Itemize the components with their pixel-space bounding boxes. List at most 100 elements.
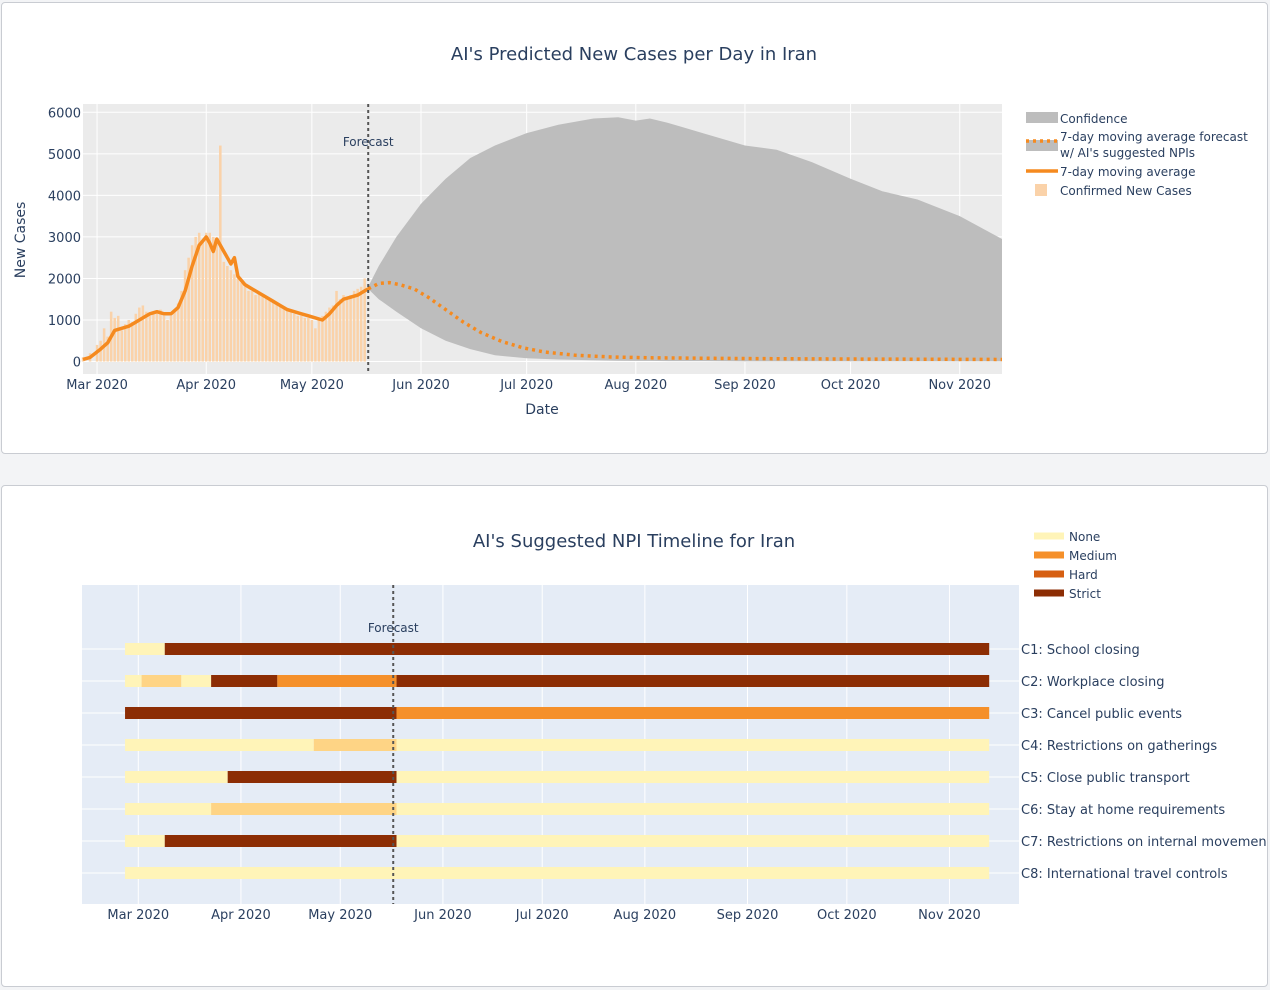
confirmed-cases-bar xyxy=(116,315,120,362)
confirmed-cases-bar xyxy=(197,232,201,362)
confirmed-cases-bar xyxy=(106,336,109,362)
legend-label-forecast-line2: w/ AI's suggested NPIs xyxy=(1060,146,1195,160)
x-tick-label: Nov 2020 xyxy=(928,378,991,393)
npi-segment-strict xyxy=(227,771,397,783)
confirmed-cases-bar xyxy=(342,295,345,362)
confirmed-cases-bar xyxy=(296,315,300,362)
npi-row-label: C6: Stay at home requirements xyxy=(1021,803,1225,818)
y-tick-label: 1000 xyxy=(48,314,81,329)
confirmed-cases-bar xyxy=(176,303,180,362)
confirmed-cases-bar xyxy=(307,317,310,362)
confirmed-cases-bar xyxy=(282,307,285,362)
confirmed-cases-bar xyxy=(324,311,328,362)
confirmed-cases-bar xyxy=(141,305,145,362)
npi-segment-mild xyxy=(211,803,397,815)
confirmed-cases-bar xyxy=(145,311,148,362)
npi-segment-none xyxy=(396,835,990,847)
x-tick-label: Mar 2020 xyxy=(107,908,169,923)
confirmed-cases-bar xyxy=(229,270,233,362)
x-tick-label: Jun 2020 xyxy=(391,378,450,393)
npi-segment-none xyxy=(125,867,990,879)
npi-row-label: C2: Workplace closing xyxy=(1021,675,1164,690)
npi-segment-none xyxy=(125,803,212,815)
confirmed-cases-bar xyxy=(356,288,359,362)
confirmed-cases-bar xyxy=(113,317,116,362)
confirmed-cases-bar xyxy=(289,311,293,362)
legend-label-moving-average: 7-day moving average xyxy=(1060,165,1195,179)
confirmed-cases-bar xyxy=(123,324,127,362)
x-tick-label: Aug 2020 xyxy=(605,378,668,393)
confirmed-cases-bar xyxy=(148,315,152,362)
legend-swatch-confirmed xyxy=(1035,184,1047,196)
confirmed-cases-bar xyxy=(243,286,247,362)
confirmed-cases-bar xyxy=(183,270,187,362)
npi-segment-medium xyxy=(277,675,397,687)
confirmed-cases-bar xyxy=(120,330,123,362)
npi-timeline-chart: Mar 2020 Apr 2020 May 2020 Jun 2020 Jul 2020… xyxy=(82,530,1270,923)
npi-segment-none xyxy=(125,675,142,687)
x-tick-label: Jun 2020 xyxy=(413,908,472,923)
npi-segment-none xyxy=(125,643,165,655)
x-tick-label: Oct 2020 xyxy=(821,378,881,393)
confirmed-cases-bar xyxy=(321,315,324,362)
npi-row-label: C8: International travel controls xyxy=(1021,867,1228,882)
x-tick-label: May 2020 xyxy=(308,908,372,923)
x-tick-label: Apr 2020 xyxy=(211,908,271,923)
confirmed-cases-bar xyxy=(247,290,250,362)
legend-label-forecast: 7-day moving average forecast xyxy=(1060,130,1248,144)
npi-segment-none xyxy=(125,835,165,847)
npi-segment-strict xyxy=(164,835,397,847)
npi-segment-strict xyxy=(125,707,397,719)
legend-label-strict: Strict xyxy=(1069,587,1101,601)
npi-segment-none xyxy=(125,739,314,751)
confirmed-cases-bar xyxy=(173,311,176,362)
npi-row-label: C7: Restrictions on internal movement xyxy=(1021,835,1267,850)
x-tick-label: Sep 2020 xyxy=(714,378,776,393)
confirmed-cases-bar xyxy=(317,320,321,362)
x-tick-label: Jul 2020 xyxy=(515,908,569,923)
confirmed-cases-bar xyxy=(352,290,356,362)
confirmed-cases-bar xyxy=(338,299,342,362)
npi-row-label: C4: Restrictions on gatherings xyxy=(1021,739,1217,754)
confirmed-cases-bar xyxy=(345,299,349,362)
y-tick-label: 5000 xyxy=(48,148,81,163)
confirmed-cases-bar xyxy=(268,299,271,362)
confirmed-cases-bar xyxy=(254,295,257,362)
npi-timeline-panel: Mar 2020 Apr 2020 May 2020 Jun 2020 Jul 2020… xyxy=(1,485,1270,987)
y-axis-label: New Cases xyxy=(13,202,29,279)
confirmed-cases-bar xyxy=(190,245,194,362)
legend-label-confidence: Confidence xyxy=(1060,112,1127,126)
legend-label-confirmed: Confirmed New Cases xyxy=(1060,184,1192,198)
npi-segment-mild xyxy=(141,675,182,687)
confidence-band xyxy=(368,117,1002,362)
npi-row-label: C1: School closing xyxy=(1021,643,1140,658)
npi-segment-none xyxy=(181,675,212,687)
npi-segment-strict xyxy=(396,675,990,687)
confirmed-cases-bar xyxy=(359,286,363,362)
legend-swatch-confidence xyxy=(1026,112,1058,123)
confirmed-cases-bar xyxy=(219,145,222,362)
confirmed-cases-bar xyxy=(278,305,282,362)
y-tick-label: 3000 xyxy=(48,231,81,246)
npi-segment-none xyxy=(125,771,228,783)
x-tick-label: Mar 2020 xyxy=(66,378,128,393)
confirmed-cases-bar xyxy=(194,236,197,362)
confirmed-cases-bar xyxy=(208,232,212,362)
confirmed-cases-bar xyxy=(222,261,226,362)
confirmed-cases-bar xyxy=(138,307,141,362)
npi-segment-none xyxy=(396,771,990,783)
npi-segment-strict xyxy=(211,675,278,687)
forecast-marker-label: Forecast xyxy=(343,135,394,149)
confirmed-cases-bar xyxy=(226,266,229,362)
confirmed-cases-bar xyxy=(261,295,264,362)
x-tick-label: Nov 2020 xyxy=(918,908,981,923)
npi-segment-none xyxy=(396,803,990,815)
confirmed-cases-bar xyxy=(310,320,314,362)
confirmed-cases-bar xyxy=(271,301,275,362)
confirmed-cases-bar xyxy=(236,278,240,362)
x-tick-label: Apr 2020 xyxy=(176,378,236,393)
cases-chart-panel: 0 1000 2000 3000 4000 5000 6000 Mar 2020 Apr 202… xyxy=(1,2,1268,454)
confirmed-cases-bar xyxy=(349,295,352,362)
chart-title: AI's Suggested NPI Timeline for Iran xyxy=(473,531,795,552)
npi-row-label: C3: Cancel public events xyxy=(1021,707,1182,722)
